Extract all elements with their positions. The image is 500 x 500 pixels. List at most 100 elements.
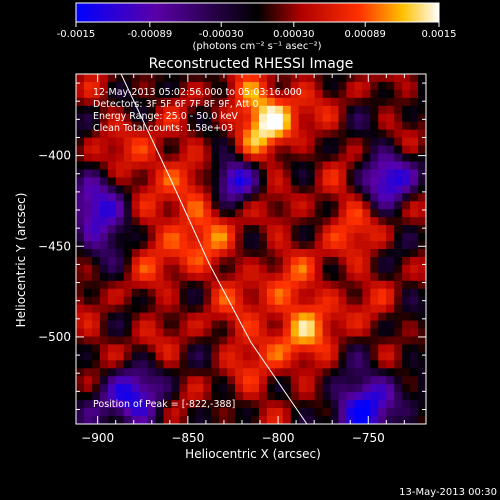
heatmap-cell xyxy=(163,201,173,210)
heatmap-cell xyxy=(235,256,244,266)
heatmap-cell xyxy=(386,288,395,298)
heatmap-cell xyxy=(83,129,93,139)
heatmap-cell xyxy=(402,89,411,99)
heatmap-cell xyxy=(386,169,395,179)
heatmap-cell xyxy=(227,169,236,179)
heatmap-cell xyxy=(314,416,324,424)
heatmap-cell xyxy=(131,193,141,202)
heatmap-cell xyxy=(131,384,141,393)
heatmap-cell xyxy=(394,241,403,250)
heatmap-cell xyxy=(322,416,332,424)
heatmap-cell xyxy=(155,360,165,369)
heatmap-cell xyxy=(274,336,284,346)
heatmap-cell xyxy=(131,153,141,163)
heatmap-cell xyxy=(314,74,324,83)
heatmap-cell xyxy=(274,74,284,83)
heatmap-cell xyxy=(402,177,411,186)
heatmap-cell xyxy=(123,336,133,346)
heatmap-cell xyxy=(107,408,117,417)
heatmap-cell xyxy=(354,360,363,369)
heatmap-cell xyxy=(139,161,149,171)
heatmap-cell xyxy=(354,384,363,393)
heatmap-cell xyxy=(251,177,260,186)
heatmap-cell xyxy=(330,113,340,123)
heatmap-cell xyxy=(211,368,220,377)
heatmap-cell xyxy=(171,312,181,322)
heatmap-cell xyxy=(402,376,411,385)
heatmap-cell xyxy=(211,288,220,298)
heatmap-cell xyxy=(227,249,236,258)
heatmap-cell xyxy=(330,105,340,115)
heatmap-cell xyxy=(83,225,93,234)
heatmap-cell xyxy=(99,145,109,155)
heatmap-cell xyxy=(402,264,411,274)
heatmap-cell xyxy=(187,129,196,139)
heatmap-cell xyxy=(282,392,292,401)
heatmap-cell xyxy=(235,201,244,210)
heatmap-cell xyxy=(394,368,403,377)
heatmap-cell xyxy=(346,328,356,338)
heatmap-cell xyxy=(330,129,340,139)
heatmap-cell xyxy=(147,368,157,377)
heatmap-cell xyxy=(235,161,244,171)
heatmap-cell xyxy=(203,376,212,385)
heatmap-cell xyxy=(155,344,165,354)
heatmap-cell xyxy=(83,177,93,186)
heatmap-cell xyxy=(163,360,173,369)
heatmap-cell xyxy=(402,241,411,250)
heatmap-cell xyxy=(155,280,165,290)
heatmap-cell xyxy=(163,304,173,314)
heatmap-cell xyxy=(123,328,133,338)
heatmap-cell xyxy=(418,153,426,163)
heatmap-cell xyxy=(115,392,125,401)
heatmap-cell xyxy=(298,312,308,322)
heatmap-cell xyxy=(243,137,252,147)
heatmap-cell xyxy=(83,376,93,385)
heatmap-cell xyxy=(139,384,149,393)
heatmap-cell xyxy=(346,74,356,83)
heatmap-cell xyxy=(322,89,332,99)
heatmap-cell xyxy=(322,328,332,338)
heatmap-cell xyxy=(227,241,236,250)
heatmap-cell xyxy=(266,272,276,282)
heatmap-cell xyxy=(195,241,204,250)
heatmap-cell xyxy=(163,368,173,377)
heatmap-cell xyxy=(306,312,316,322)
heatmap-cell xyxy=(76,193,85,202)
heatmap-cell xyxy=(298,416,308,424)
heatmap-cell xyxy=(163,161,173,171)
heatmap-cell xyxy=(187,233,196,242)
heatmap-cell xyxy=(76,400,85,409)
solar-limb-line xyxy=(120,74,308,424)
heatmap-cell xyxy=(211,145,220,155)
heatmap-cell xyxy=(370,185,379,194)
x-axis-label: Heliocentric X (arcsec) xyxy=(185,447,321,461)
heatmap-cell xyxy=(195,376,204,385)
heatmap-cell xyxy=(115,328,125,338)
heatmap-cell xyxy=(338,153,348,163)
heatmap-cell xyxy=(354,368,363,377)
heatmap-cell xyxy=(322,360,332,369)
heatmap-cell xyxy=(354,288,363,298)
heatmap-cell xyxy=(219,256,228,266)
heatmap-cell xyxy=(251,328,260,338)
heatmap-cell xyxy=(139,241,149,250)
heatmap-cell xyxy=(99,89,109,99)
heatmap-cell xyxy=(282,81,292,91)
heatmap-cell xyxy=(187,153,196,163)
heatmap-cell xyxy=(171,376,181,385)
heatmap-cell xyxy=(338,249,348,258)
heatmap-cell xyxy=(362,177,371,186)
heatmap-cell xyxy=(322,272,332,282)
heatmap-cell xyxy=(107,201,117,210)
heatmap-cell xyxy=(290,201,300,210)
heatmap-cell xyxy=(370,161,379,171)
heatmap-cell xyxy=(338,193,348,202)
heatmap-cell xyxy=(290,392,300,401)
heatmap-cell xyxy=(322,264,332,274)
heatmap-cell xyxy=(179,392,188,401)
heatmap-cell xyxy=(251,161,260,171)
heatmap-cell xyxy=(314,241,324,250)
heatmap-cell xyxy=(107,320,117,330)
heatmap-cell xyxy=(115,97,125,107)
